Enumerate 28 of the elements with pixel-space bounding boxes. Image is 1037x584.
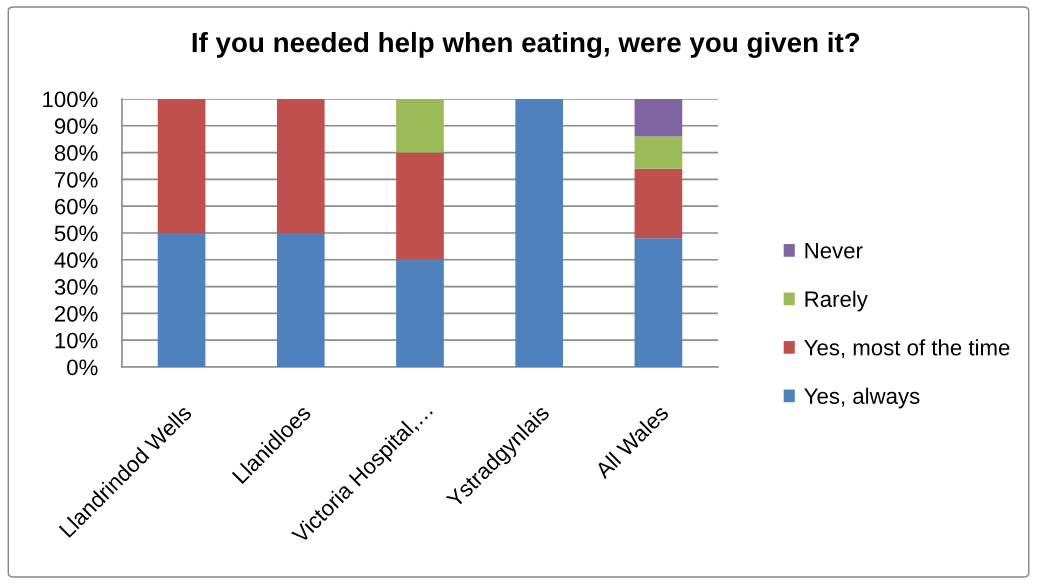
y-tick-label: 0% [67, 359, 98, 376]
bar [157, 232, 206, 367]
bar [515, 98, 564, 367]
bar [157, 98, 206, 233]
bar [634, 168, 683, 239]
y-tick-label: 30% [54, 279, 98, 295]
bar [276, 232, 325, 367]
bar [396, 98, 444, 153]
bar [634, 136, 683, 169]
bar [396, 152, 444, 260]
y-tick-label: 90% [54, 118, 98, 135]
chart-title: If you needed help when eating, were you given it? [192, 31, 860, 58]
y-tick-label: 20% [54, 305, 98, 322]
bar [276, 98, 325, 233]
y-tick-label: 10% [55, 332, 98, 349]
bar [634, 238, 683, 367]
y-tick-label: 70% [55, 171, 98, 188]
bar [396, 259, 444, 367]
y-tick-label: 80% [54, 145, 98, 161]
y-tick-label: 50% [54, 225, 98, 242]
legend-label: Never [805, 243, 863, 259]
y-tick-label: 40% [54, 252, 98, 269]
y-tick-label: 60% [54, 198, 98, 215]
bar [634, 98, 683, 137]
legend-label: Rarely [805, 290, 868, 312]
y-tick-label: 100% [43, 91, 98, 108]
legend-label: Yes, always [804, 387, 920, 409]
legend-label: Yes, most of the time [804, 339, 1010, 359]
